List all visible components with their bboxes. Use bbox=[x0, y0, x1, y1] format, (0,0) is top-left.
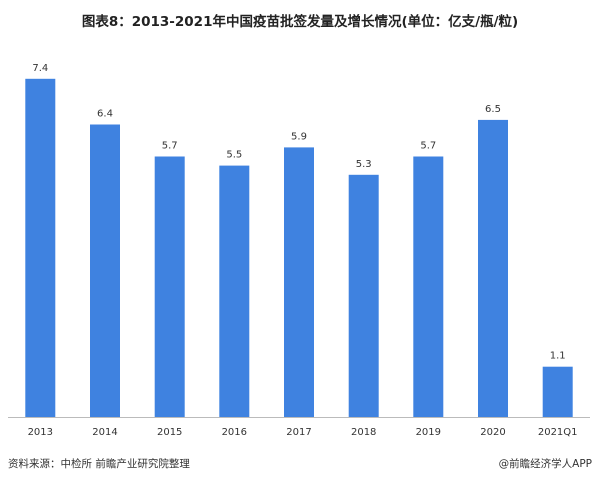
data-labels-group: 7.4 6.4 5.7 5.5 5.9 5.3 5.7 6.5 1.1 bbox=[32, 63, 565, 362]
x-tick-label-2016: 2016 bbox=[222, 427, 247, 438]
data-label-2013: 7.4 bbox=[32, 63, 48, 74]
bar-2019 bbox=[413, 156, 444, 417]
x-tick-label-2021Q1: 2021Q1 bbox=[538, 427, 578, 438]
bar-2018 bbox=[348, 174, 379, 417]
x-tick-label-2019: 2019 bbox=[416, 427, 441, 438]
bar-2015 bbox=[154, 156, 185, 417]
bar-2021Q1 bbox=[542, 366, 573, 417]
bar-2014 bbox=[90, 124, 120, 417]
x-tick-label-2018: 2018 bbox=[351, 427, 376, 438]
x-tick-labels-group: 2013 2014 2015 2016 2017 2018 2019 2020 2021Q1 bbox=[28, 427, 578, 438]
x-tick-label-2020: 2020 bbox=[480, 427, 505, 438]
data-label-2015: 5.7 bbox=[162, 141, 178, 152]
bar-2013 bbox=[25, 78, 56, 418]
x-tick-label-2017: 2017 bbox=[286, 427, 311, 438]
x-tick-label-2015: 2015 bbox=[157, 427, 182, 438]
brand-credit: @前瞻经济学人APP bbox=[498, 458, 592, 470]
bar-2016 bbox=[219, 165, 250, 417]
bar-2020 bbox=[478, 119, 508, 418]
data-label-2020: 6.5 bbox=[485, 104, 501, 115]
source-note: 资料来源：中检所 前瞻产业研究院整理 bbox=[8, 458, 190, 470]
bars-group bbox=[25, 78, 573, 418]
data-label-2014: 6.4 bbox=[97, 109, 113, 120]
data-label-2016: 5.5 bbox=[226, 150, 242, 161]
data-label-2019: 5.7 bbox=[420, 141, 436, 152]
x-tick-label-2013: 2013 bbox=[28, 427, 53, 438]
data-label-2017: 5.9 bbox=[291, 131, 307, 142]
data-label-2021Q1: 1.1 bbox=[550, 351, 566, 362]
data-label-2018: 5.3 bbox=[356, 159, 372, 170]
x-tick-label-2014: 2014 bbox=[92, 427, 117, 438]
chart-title: 图表8：2013-2021年中国疫苗批签发量及增长情况(单位：亿支/瓶/粒) bbox=[81, 14, 519, 30]
bar-2017 bbox=[284, 147, 314, 417]
